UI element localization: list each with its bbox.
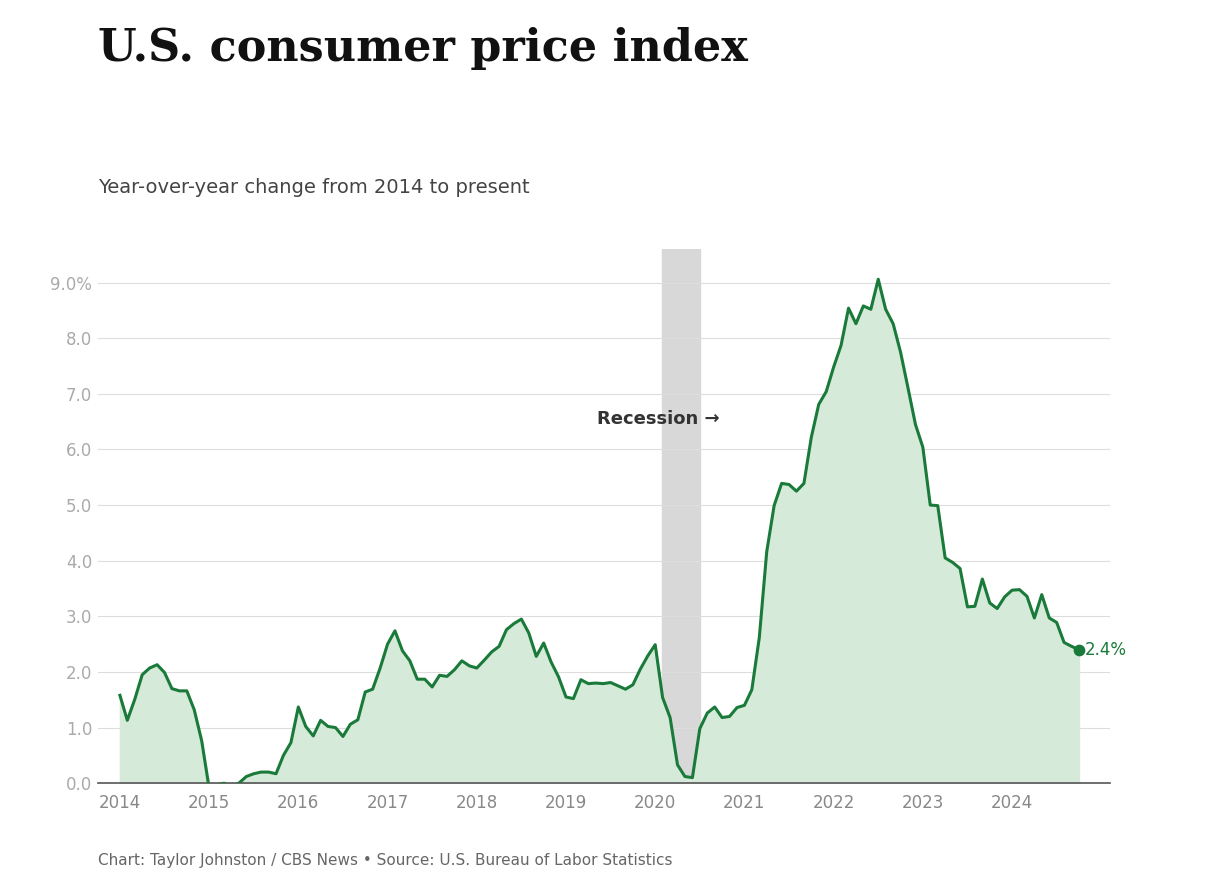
Text: Chart: Taylor Johnston / CBS News • Source: U.S. Bureau of Labor Statistics: Chart: Taylor Johnston / CBS News • Sour… [98, 853, 672, 868]
Text: U.S. consumer price index: U.S. consumer price index [98, 27, 748, 69]
Text: Year-over-year change from 2014 to present: Year-over-year change from 2014 to prese… [98, 178, 529, 197]
Point [1069, 643, 1088, 657]
Bar [662, 249, 700, 783]
Text: Recession →: Recession → [598, 410, 720, 428]
Text: 2.4%: 2.4% [1085, 641, 1126, 659]
